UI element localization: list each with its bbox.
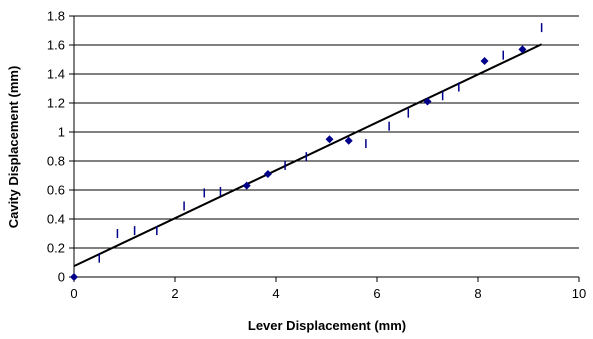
y-tick-label: 0.6 [47, 183, 65, 198]
axes [69, 15, 580, 282]
y-tick-label: 0.4 [47, 212, 65, 227]
trendline [73, 43, 543, 268]
data-point-diamond [518, 45, 527, 54]
x-tick-label: 2 [171, 286, 178, 301]
y-tick-label: 1 [58, 125, 65, 140]
data-point-diamond [480, 56, 489, 65]
y-tick-label: 0.2 [47, 241, 65, 256]
y-tick-label: 1.4 [47, 67, 65, 82]
y-tick-label: 1.8 [47, 9, 65, 24]
x-tick-label: 6 [373, 286, 380, 301]
x-tick-label: 10 [572, 286, 586, 301]
data-marks [70, 23, 543, 281]
data-point-diamond [70, 273, 78, 281]
y-tick-label: 1.6 [47, 38, 65, 53]
x-axis-title: Lever Displacement (mm) [248, 318, 406, 333]
trendline-group [73, 43, 543, 268]
data-point-diamond [344, 136, 353, 145]
data-point-diamond [423, 97, 432, 106]
y-tick-label: 1.2 [47, 96, 65, 111]
y-axis-title: Cavity Displacement (mm) [6, 66, 21, 229]
x-tick-labels: 0 2 4 6 8 10 [70, 286, 586, 301]
x-tick-label: 4 [272, 286, 279, 301]
data-point-diamond [325, 135, 334, 144]
x-tick-label: 8 [474, 286, 481, 301]
y-tick-labels: 0 0.2 0.4 0.6 0.8 1 1.2 1.4 1.6 1.8 [47, 9, 65, 285]
y-tick-label: 0 [58, 270, 65, 285]
gridlines [74, 15, 579, 249]
x-tick-label: 0 [70, 286, 77, 301]
data-point-diamond [263, 170, 272, 179]
data-point-diamond [242, 181, 251, 190]
y-tick-label: 0.8 [47, 154, 65, 169]
